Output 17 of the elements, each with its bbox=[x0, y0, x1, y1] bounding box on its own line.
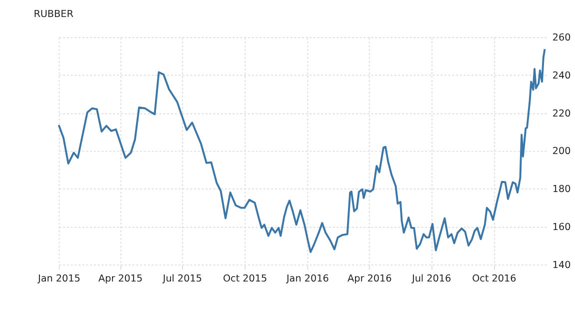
x-tick-label: Jan 2015 bbox=[37, 273, 80, 284]
y-tick-label: 140 bbox=[552, 260, 571, 271]
y-tick-label: 200 bbox=[552, 146, 571, 158]
y-tick-label: 180 bbox=[552, 184, 571, 196]
y-tick-label: 240 bbox=[552, 70, 571, 82]
y-tick-label: 160 bbox=[552, 222, 571, 233]
x-tick-label: Jan 2016 bbox=[285, 273, 329, 284]
chart-title: RUBBER bbox=[34, 8, 74, 20]
x-tick-label: Oct 2015 bbox=[222, 273, 268, 284]
line-series bbox=[58, 48, 546, 253]
x-tick-label: Apr 2016 bbox=[348, 273, 392, 284]
x-tick-label: Oct 2016 bbox=[472, 273, 516, 284]
x-tick-label: Jul 2016 bbox=[410, 273, 452, 284]
y-tick-label: 260 bbox=[552, 32, 571, 44]
y-tick-label: 220 bbox=[552, 108, 571, 120]
x-tick-label: Apr 2015 bbox=[98, 273, 143, 284]
x-tick-label: Jul 2015 bbox=[162, 273, 202, 284]
